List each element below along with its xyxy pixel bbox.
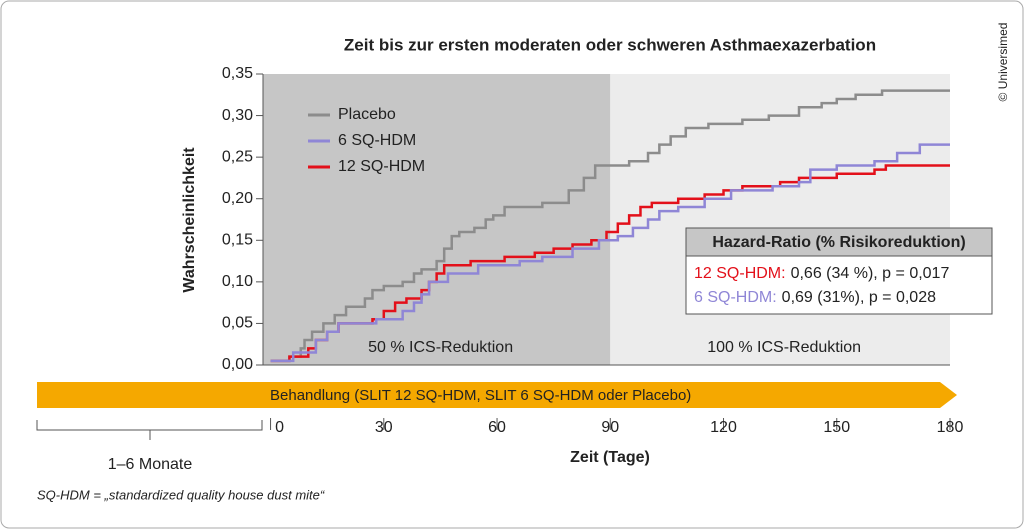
x-tick-label: 150	[823, 419, 850, 436]
hazard-row: 12 SQ-HDM: 0,66 (34 %), p = 0,017	[694, 265, 949, 282]
x-tick-label: 0	[275, 419, 284, 436]
x-axis-label: Zeit (Tage)	[570, 449, 650, 466]
legend-label: 12 SQ-HDM	[338, 158, 425, 175]
region-label: 100 % ICS-Reduktion	[707, 339, 861, 356]
y-tick-label: 0,15	[222, 232, 253, 249]
region-label: 50 % ICS-Reduktion	[368, 339, 513, 356]
period-label: 1–6 Monate	[108, 456, 193, 473]
x-tick-label: 60	[488, 419, 506, 436]
x-tick-label: 30	[375, 419, 393, 436]
y-tick-label: 0,00	[222, 356, 253, 373]
y-tick-label: 0,35	[222, 65, 253, 82]
footnote: SQ-HDM = „standardized quality house dus…	[37, 487, 325, 502]
series-line	[270, 89, 950, 363]
treatment-label: Behandlung (SLIT 12 SQ-HDM, SLIT 6 SQ-HD…	[270, 387, 691, 404]
series-line	[270, 143, 950, 363]
legend-label: Placebo	[338, 106, 396, 123]
y-tick-label: 0,30	[222, 107, 253, 124]
y-tick-label: 0,05	[222, 315, 253, 332]
period-bracket	[36, 420, 263, 440]
hazard-title: Hazard-Ratio (% Risikoreduktion)	[712, 234, 965, 251]
hazard-row-label: 6 SQ-HDM:	[694, 289, 777, 306]
region	[610, 74, 950, 365]
hazard-row-text: 0,69 (31%), p = 0,028	[782, 289, 936, 306]
region	[263, 74, 611, 365]
y-tick-label: 0,25	[222, 148, 253, 165]
credit: © Universimed	[996, 23, 1010, 102]
hazard-row: 6 SQ-HDM: 0,69 (31%), p = 0,028	[694, 289, 936, 306]
x-tick-label: 90	[601, 419, 619, 436]
y-tick-label: 0,10	[222, 273, 253, 290]
background	[263, 74, 950, 365]
hazard-row-text: 0,66 (34 %), p = 0,017	[791, 265, 950, 282]
hazard-row-label: 12 SQ-HDM:	[694, 265, 786, 282]
legend-label: 6 SQ-HDM	[338, 132, 416, 149]
treatment-arrow	[37, 382, 957, 408]
y-tick-label: 0,20	[222, 190, 253, 207]
x-tick-label: 120	[710, 419, 737, 436]
chart-title: Zeit bis zur ersten moderaten oder schwe…	[344, 35, 876, 54]
x-tick-label: 180	[937, 419, 964, 436]
y-axis-label: Wahrscheinlichkeit	[181, 147, 198, 293]
hazard-header	[685, 227, 993, 257]
